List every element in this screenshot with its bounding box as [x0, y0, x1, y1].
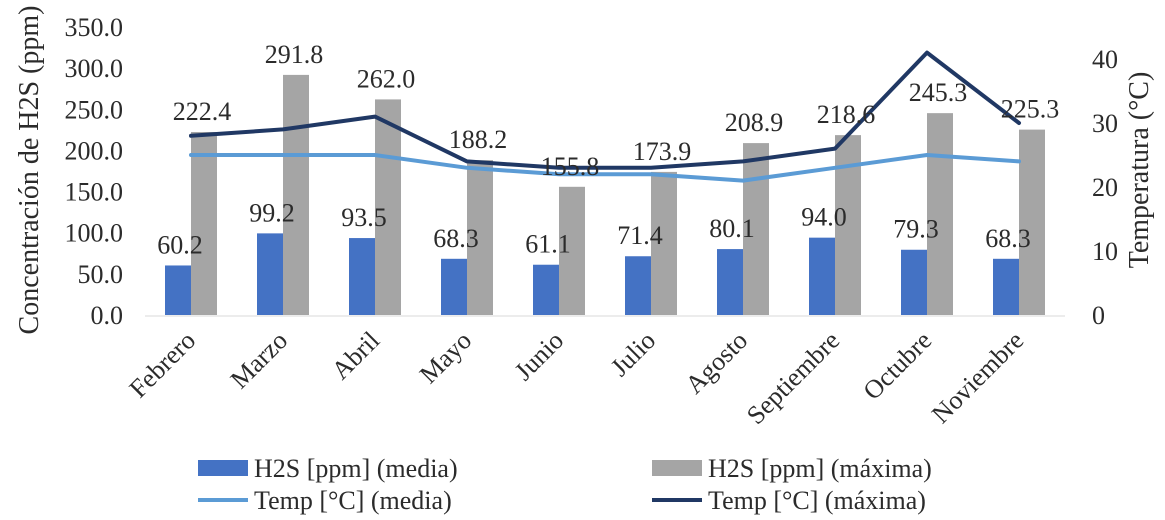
data-label-media-noviembre: 68.3 [985, 224, 1031, 253]
data-label-media-octubre: 79.3 [893, 215, 939, 244]
bar-maxima-marzo [283, 74, 309, 315]
legend-label: H2S [ppm] (media) [254, 454, 458, 483]
y-tick-label: 200.0 [65, 136, 124, 165]
y-tick-label: 150.0 [65, 178, 124, 207]
bar-maxima-febrero [191, 131, 217, 315]
legend-label: Temp [°C] (máxima) [708, 486, 926, 515]
legend-label: H2S [ppm] (máxima) [708, 454, 932, 483]
bar-maxima-junio [559, 186, 585, 315]
x-tick-label-febrero: Febrero [124, 326, 202, 404]
bar-maxima-agosto [743, 143, 769, 315]
bar-layer [165, 74, 1045, 316]
bar-media-noviembre [993, 258, 1019, 315]
data-label-maxima-abril: 262.0 [357, 64, 416, 93]
data-label-maxima-junio: 155.8 [541, 152, 600, 181]
bar-media-octubre [901, 249, 927, 315]
bar-maxima-noviembre [1019, 129, 1045, 315]
y2-axis-title: Temperatura (°C) [1124, 72, 1155, 269]
legend-item-temp-maxima: Temp [°C] (máxima) [652, 486, 926, 515]
bar-maxima-octubre [927, 113, 953, 316]
y-tick-label: 350.0 [65, 13, 124, 42]
y-axis-title: Concentración de H2S (ppm) [14, 6, 45, 335]
y2-tick-label: 10 [1092, 237, 1118, 266]
bar-media-septiembre [809, 237, 835, 315]
line-layer [189, 50, 1021, 183]
y2-tick-label: 0 [1092, 301, 1105, 330]
data-label-media-mayo: 68.3 [433, 224, 479, 253]
bar-media-mayo [441, 258, 467, 315]
x-tick-label-marzo: Marzo [225, 326, 293, 394]
legend-swatch [652, 460, 702, 476]
line-series-temp-media [189, 153, 1021, 183]
data-label-media-abril: 93.5 [341, 203, 387, 232]
bar-media-julio [625, 256, 651, 315]
line-series-temp-maxima [189, 50, 1021, 170]
legend-item-h2s-maxima: H2S [ppm] (máxima) [652, 454, 932, 483]
x-tick-label-agosto: Agosto [680, 326, 754, 400]
y-tick-label: 300.0 [65, 54, 124, 83]
legend-item-temp-media: Temp [°C] (media) [198, 486, 452, 515]
data-label-maxima-marzo: 291.8 [265, 40, 324, 69]
data-label-media-agosto: 80.1 [709, 214, 755, 243]
bar-media-junio [533, 264, 559, 315]
x-tick-label-abril: Abril [326, 326, 385, 385]
x-tick-label-octubre: Octubre [858, 326, 938, 406]
data-label-maxima-septiembre: 218.6 [817, 100, 876, 129]
data-label-maxima-agosto: 208.9 [725, 108, 784, 137]
data-label-layer: 60.2 99.2 93.5 68.3 61.1 71.4 80.1 94.0 79.3 68.3… [157, 40, 1059, 260]
bar-media-marzo [257, 233, 283, 315]
bar-maxima-abril [375, 99, 401, 315]
legend-item-h2s-media: H2S [ppm] (media) [198, 454, 458, 483]
data-label-maxima-mayo: 188.2 [449, 125, 508, 154]
y-tick-label: 250.0 [65, 95, 124, 124]
bar-maxima-mayo [467, 160, 493, 315]
x-tick-label-junio: Junio [509, 326, 569, 386]
x-tick-label-mayo: Mayo [414, 326, 477, 389]
bar-maxima-julio [651, 171, 677, 315]
x-tick-label-noviembre: Noviembre [926, 326, 1029, 429]
data-label-media-marzo: 99.2 [249, 198, 295, 227]
data-label-maxima-noviembre: 225.3 [1001, 95, 1060, 124]
data-label-media-junio: 61.1 [525, 230, 571, 259]
y-tick-label: 100.0 [65, 219, 124, 248]
y2-tick-label: 40 [1092, 45, 1118, 74]
x-tick-label-septiembre: Septiembre [741, 326, 845, 430]
y2-tick-label: 20 [1092, 173, 1118, 202]
legend-label: Temp [°C] (media) [254, 486, 452, 515]
legend-swatch [198, 460, 248, 476]
data-label-media-febrero: 60.2 [157, 230, 203, 259]
data-label-maxima-octubre: 245.3 [909, 78, 968, 107]
bar-media-abril [349, 238, 375, 315]
bar-media-agosto [717, 249, 743, 315]
y-tick-label: 0.0 [91, 301, 124, 330]
x-tick-label-julio: Julio [605, 326, 661, 382]
data-label-media-julio: 71.4 [617, 221, 663, 250]
bar-media-febrero [165, 265, 191, 315]
data-label-maxima-julio: 173.9 [633, 137, 692, 166]
data-label-maxima-febrero: 222.4 [173, 97, 232, 126]
y-tick-label: 50.0 [78, 260, 124, 289]
data-label-media-septiembre: 94.0 [801, 203, 847, 232]
legend: H2S [ppm] (media) H2S [ppm] (máxima) Temp … [198, 454, 932, 515]
y2-tick-label: 30 [1092, 109, 1118, 138]
